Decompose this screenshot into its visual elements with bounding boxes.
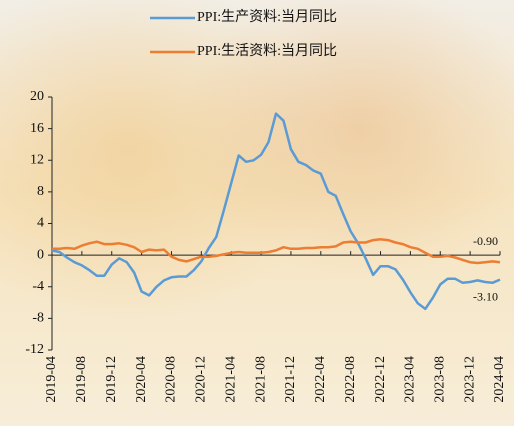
- x-tick-label: 2021-04: [223, 356, 238, 403]
- x-tick-label: 2019-04: [44, 356, 59, 403]
- legend-label: PPI:生产资料:当月同比: [197, 9, 337, 25]
- y-tick-label: 0: [37, 247, 44, 262]
- y-tick-label: -8: [32, 311, 44, 326]
- series-line: [52, 238, 501, 265]
- y-tick-label: 20: [30, 89, 44, 104]
- y-tick-label: 4: [37, 216, 44, 231]
- x-tick-label: 2023-04: [403, 356, 418, 403]
- value-label: -0.90: [473, 234, 498, 248]
- value-label: -3.10: [473, 289, 498, 303]
- x-tick-label: 2023-12: [462, 356, 477, 403]
- x-tick-label: 2019-12: [104, 356, 119, 403]
- legend-label: PPI:生活资料:当月同比: [197, 43, 337, 59]
- x-tick-label: 2020-08: [164, 356, 179, 403]
- x-tick-label: 2020-04: [134, 356, 149, 403]
- x-tick-label: 2021-12: [283, 356, 298, 403]
- y-tick-label: -4: [32, 279, 44, 294]
- x-tick-label: 2020-12: [194, 356, 209, 403]
- x-tick-label: 2022-12: [373, 356, 388, 403]
- series-line: [51, 112, 501, 311]
- y-tick-label: 8: [37, 184, 44, 199]
- x-tick-label: 2022-04: [313, 356, 328, 403]
- y-tick-label: -12: [25, 342, 44, 357]
- x-tick-label: 2021-08: [253, 356, 268, 403]
- x-tick-label: 2019-08: [74, 356, 89, 403]
- x-tick-label: 2024-04: [492, 356, 507, 403]
- x-tick-label: 2023-08: [432, 356, 447, 403]
- y-tick-label: 12: [30, 152, 44, 167]
- y-tick-label: 16: [30, 121, 44, 136]
- x-tick-label: 2022-08: [343, 356, 358, 403]
